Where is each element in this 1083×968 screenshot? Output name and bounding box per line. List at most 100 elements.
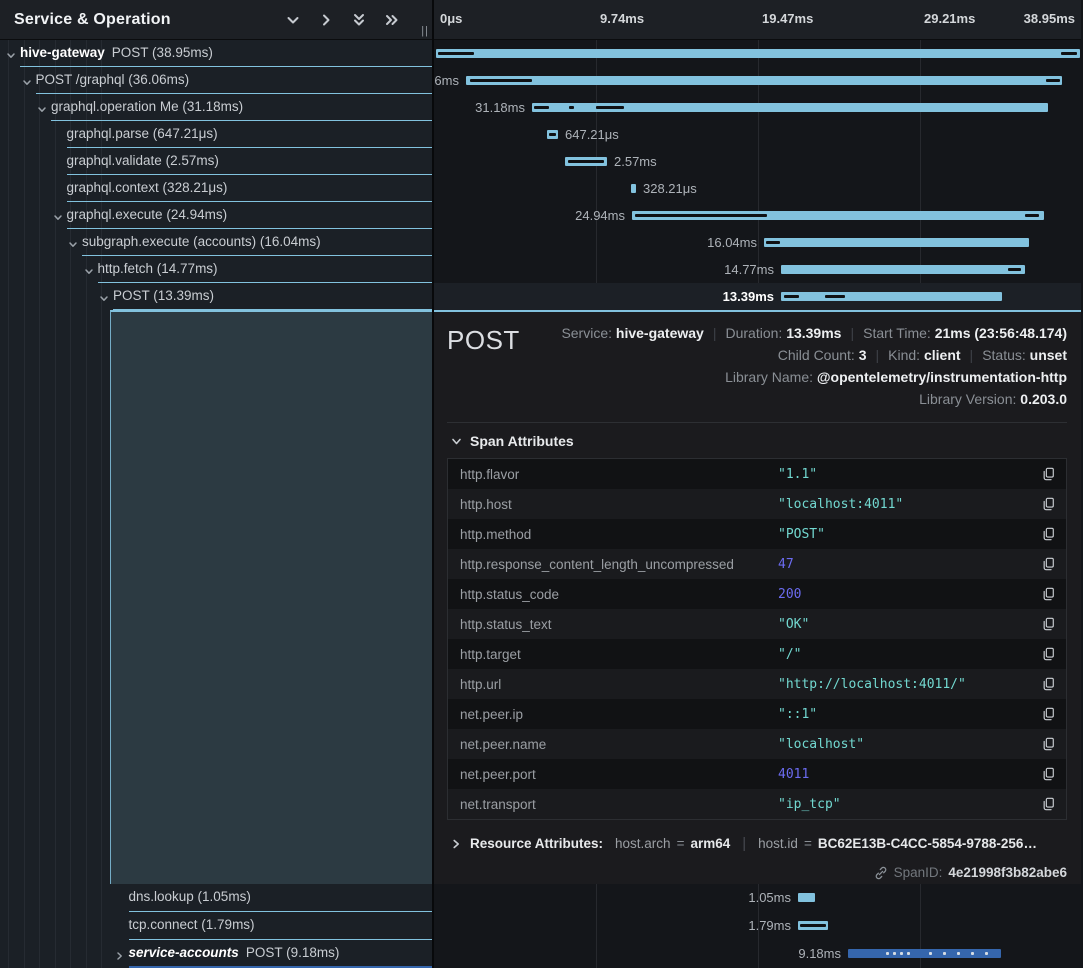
span-bar[interactable] bbox=[547, 130, 558, 139]
resource-equals: = bbox=[676, 836, 685, 851]
copy-icon[interactable] bbox=[1030, 737, 1066, 751]
tree-row[interactable]: POST /graphql (36.06ms) bbox=[0, 67, 432, 94]
panel-resize-handle[interactable]: || bbox=[421, 25, 429, 37]
tree-row[interactable]: subgraph.execute (accounts) (16.04ms) bbox=[0, 229, 432, 256]
span-bar[interactable] bbox=[532, 103, 1048, 112]
copy-icon[interactable] bbox=[1030, 557, 1066, 571]
expander-chevron-right-icon[interactable] bbox=[115, 948, 125, 966]
span-duration-label: 9.18ms bbox=[798, 946, 841, 961]
timeline-row[interactable]: 2.57ms bbox=[434, 148, 1081, 175]
span-name-label: graphql.parse (647.21μs) bbox=[67, 126, 218, 141]
span-bar[interactable] bbox=[798, 893, 815, 902]
copy-icon[interactable] bbox=[1030, 527, 1066, 541]
span-bar[interactable] bbox=[781, 265, 1025, 274]
double-chevron-down-icon[interactable] bbox=[351, 12, 367, 28]
copy-icon[interactable] bbox=[1030, 767, 1066, 781]
timeline-row[interactable]: 13.39ms bbox=[434, 283, 1081, 310]
row-underline bbox=[66, 146, 432, 148]
tree-rows-top: hive-gateway POST (38.95ms) POST /graphql … bbox=[0, 40, 432, 310]
timeline-gridline bbox=[920, 884, 921, 968]
copy-icon[interactable] bbox=[1030, 707, 1066, 721]
tree-row[interactable]: http.fetch (14.77ms) bbox=[0, 256, 432, 283]
attribute-value: "http://localhost:4011/" bbox=[778, 676, 966, 692]
link-icon[interactable] bbox=[874, 866, 888, 880]
span-bar[interactable] bbox=[848, 949, 1001, 958]
span-bar[interactable] bbox=[764, 238, 1029, 247]
tree-row[interactable]: POST (13.39ms) bbox=[0, 283, 432, 310]
resource-attributes-row[interactable]: Resource Attributes: host.arch = arm64 | hos… bbox=[447, 835, 1067, 852]
copy-icon[interactable] bbox=[1030, 467, 1066, 481]
expander-chevron-down-icon[interactable] bbox=[37, 102, 47, 120]
tree-row[interactable]: dns.lookup (1.05ms) bbox=[0, 884, 432, 912]
span-bar[interactable] bbox=[466, 76, 1062, 85]
span-bar-notch bbox=[893, 952, 896, 955]
copy-icon[interactable] bbox=[1030, 647, 1066, 661]
operation-name: POST (13.39ms) bbox=[113, 288, 215, 303]
timeline-row[interactable]: 1.79ms bbox=[434, 912, 1081, 940]
expander-chevron-down-icon[interactable] bbox=[22, 75, 32, 93]
copy-icon[interactable] bbox=[1030, 677, 1066, 691]
copy-icon[interactable] bbox=[1030, 617, 1066, 631]
span-bar-notch bbox=[825, 295, 845, 298]
meta-value: 13.39ms bbox=[786, 325, 842, 341]
span-bar-notch bbox=[1046, 79, 1060, 82]
detail-row-left bbox=[0, 310, 432, 884]
span-bar[interactable] bbox=[632, 211, 1044, 220]
timeline-row[interactable]: 647.21μs bbox=[434, 121, 1081, 148]
timeline-row[interactable]: 1.05ms bbox=[434, 884, 1081, 912]
tree-row[interactable]: graphql.execute (24.94ms) bbox=[0, 202, 432, 229]
span-bar[interactable] bbox=[436, 49, 1080, 58]
timeline-row[interactable]: 31.18ms bbox=[434, 94, 1081, 121]
span-meta-line: Child Count: 3 | Kind: client | Status: unse… bbox=[561, 344, 1067, 366]
timeline-row[interactable]: 16.04ms bbox=[434, 229, 1081, 256]
expander-chevron-down-icon[interactable] bbox=[53, 210, 63, 228]
chevron-down-icon[interactable] bbox=[285, 12, 301, 28]
copy-icon[interactable] bbox=[1030, 497, 1066, 511]
attribute-value: "localhost" bbox=[778, 736, 865, 752]
copy-icon[interactable] bbox=[1030, 797, 1066, 811]
expander-chevron-down-icon[interactable] bbox=[68, 237, 78, 255]
span-id-row: SpanID: 4e21998f3b82abe6 bbox=[447, 865, 1067, 880]
meta-label: Child Count: bbox=[777, 347, 859, 363]
tree-row[interactable]: tcp.connect (1.79ms) bbox=[0, 912, 432, 940]
meta-label: Service: bbox=[561, 325, 616, 341]
tree-row[interactable]: hive-gateway POST (38.95ms) bbox=[0, 40, 432, 67]
expander-chevron-down-icon[interactable] bbox=[6, 48, 16, 66]
span-attributes-toggle[interactable]: Span Attributes bbox=[451, 433, 1067, 449]
meta-label: Status: bbox=[982, 347, 1030, 363]
span-name-label: hive-gateway POST (38.95ms) bbox=[20, 45, 213, 60]
span-bar-notch bbox=[635, 214, 767, 217]
indent-guide bbox=[101, 40, 102, 968]
attribute-value: 47 bbox=[778, 556, 794, 572]
tree-row[interactable]: graphql.parse (647.21μs) bbox=[0, 121, 432, 148]
attribute-value: "/" bbox=[778, 646, 802, 662]
attribute-value: "OK" bbox=[778, 616, 810, 632]
attribute-row: net.peer.ip "::1" bbox=[448, 699, 1066, 729]
tree-row[interactable]: graphql.context (328.21μs) bbox=[0, 175, 432, 202]
expander-chevron-down-icon[interactable] bbox=[99, 291, 109, 309]
span-bar[interactable] bbox=[798, 921, 828, 930]
tree-row[interactable]: graphql.validate (2.57ms) bbox=[0, 148, 432, 175]
timeline-row[interactable]: 14.77ms bbox=[434, 256, 1081, 283]
meta-label: Library Name: bbox=[725, 369, 817, 385]
span-bar[interactable] bbox=[565, 157, 607, 166]
resource-key: host.id bbox=[758, 836, 798, 851]
row-underline bbox=[66, 173, 432, 175]
timeline-row[interactable] bbox=[434, 40, 1081, 67]
timeline-row[interactable]: 36.06ms bbox=[434, 67, 1081, 94]
tree-row[interactable]: service-accounts POST (9.18ms) bbox=[0, 940, 432, 968]
timeline-row[interactable]: 328.21μs bbox=[434, 175, 1081, 202]
tree-row[interactable]: graphql.operation Me (31.18ms) bbox=[0, 94, 432, 121]
span-meta-line: Library Version: 0.203.0 bbox=[561, 388, 1067, 410]
timeline-row[interactable]: 24.94ms bbox=[434, 202, 1081, 229]
copy-icon[interactable] bbox=[1030, 587, 1066, 601]
expander-chevron-down-icon[interactable] bbox=[84, 264, 94, 282]
span-bar[interactable] bbox=[781, 292, 1002, 301]
chevron-right-icon[interactable] bbox=[318, 12, 334, 28]
timeline-gridline bbox=[920, 40, 921, 310]
tree-rows-bottom: dns.lookup (1.05ms) tcp.connect (1.79ms) s… bbox=[0, 884, 432, 968]
row-underline bbox=[128, 966, 432, 968]
double-chevron-right-icon[interactable] bbox=[384, 12, 400, 28]
span-bar[interactable] bbox=[631, 184, 636, 193]
timeline-row[interactable]: 9.18ms bbox=[434, 940, 1081, 968]
